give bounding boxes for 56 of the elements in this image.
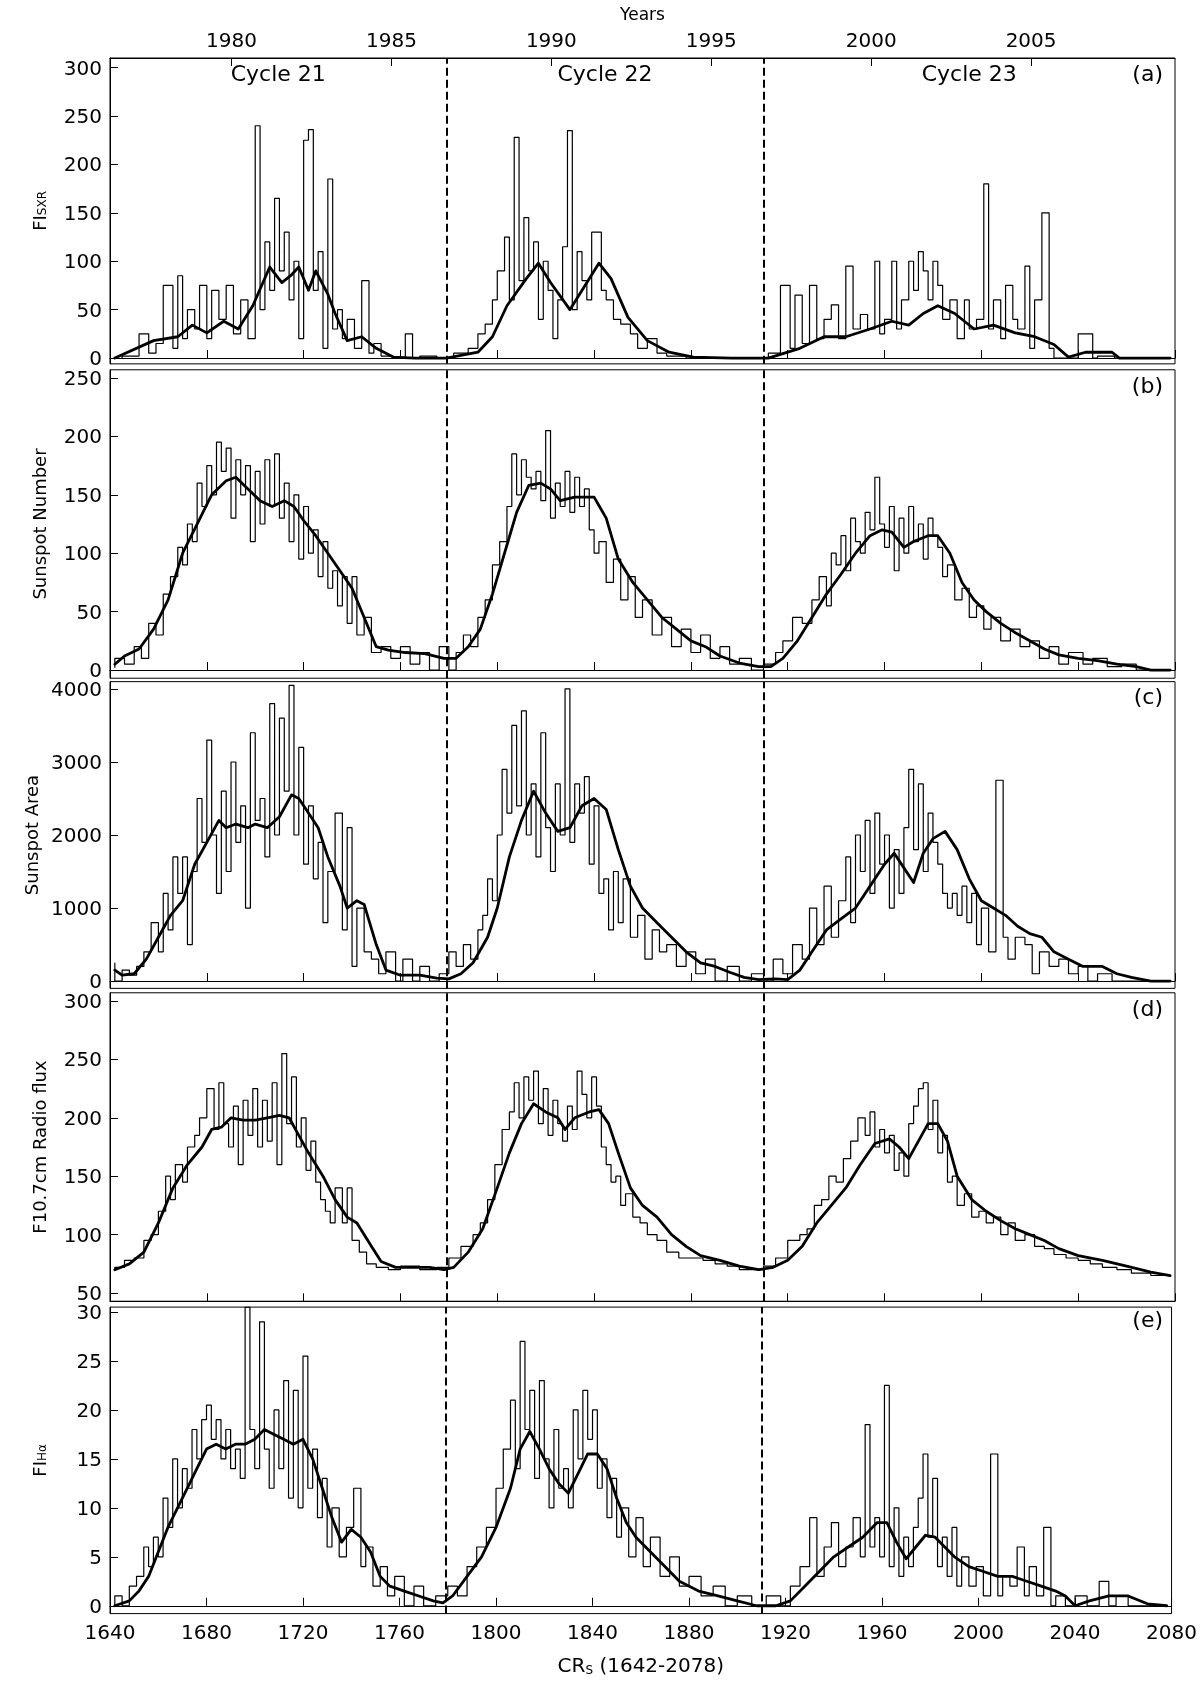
annotation: (a) <box>1132 60 1163 86</box>
annotation: Cycle 22 <box>557 60 653 86</box>
y-tick-label: 2000 <box>51 823 102 848</box>
y-tick-label: 300 <box>63 55 102 80</box>
annotation: (d) <box>1131 995 1163 1021</box>
x-tick-label: 2000 <box>953 1619 1004 1644</box>
y-tick-label: 100 <box>63 1222 102 1247</box>
x-tick-label: 1800 <box>470 1619 522 1644</box>
annotation: (e) <box>1132 1306 1163 1332</box>
y-tick-label: 10 <box>76 1496 102 1521</box>
y-tick-label: 50 <box>76 297 102 322</box>
y-axis-title: FISXR <box>28 191 50 231</box>
x-tick-label: 1960 <box>856 1619 908 1644</box>
y-tick-label: 150 <box>63 1164 102 1189</box>
y-tick-label: 3000 <box>51 750 102 775</box>
x2-tick-label: 1990 <box>525 28 577 52</box>
y-tick-label: 1000 <box>51 896 102 921</box>
y-tick-label: 250 <box>63 104 102 129</box>
x-tick-label: 2040 <box>1049 1619 1101 1644</box>
x2-tick-label: 1980 <box>206 28 257 52</box>
y-tick-label: 25 <box>76 1349 102 1374</box>
x-tick-label: 1840 <box>567 1619 618 1644</box>
y-tick-label: 150 <box>63 482 102 507</box>
y-tick-label: 15 <box>76 1447 102 1472</box>
x-tick-label: 1920 <box>760 1619 811 1644</box>
annotation: Cycle 21 <box>230 60 326 86</box>
y-tick-label: 50 <box>76 599 102 624</box>
x-axis-title: CRS (1642-2078) <box>557 1652 725 1677</box>
y-tick-label: 5 <box>89 1545 102 1570</box>
y-axis-title: FIHα <box>28 1444 50 1478</box>
y-axis-title: F10.7cm Radio flux <box>28 1059 50 1234</box>
x2-axis-title: Years <box>619 3 666 24</box>
y-axis-title: Sunspot Number <box>28 447 50 600</box>
x-tick-label: 1640 <box>84 1619 136 1644</box>
y-axis-title: Sunspot Area <box>20 775 42 896</box>
x2-tick-label: 2000 <box>845 28 897 52</box>
x-tick-label: 1720 <box>277 1619 329 1644</box>
y-tick-label: 200 <box>63 423 102 448</box>
x-tick-label: 1680 <box>181 1619 232 1644</box>
annotation: (c) <box>1133 683 1163 709</box>
x2-tick-label: 1995 <box>685 28 737 52</box>
x-tick-label: 1880 <box>663 1619 715 1644</box>
y-tick-label: 250 <box>63 1047 102 1072</box>
x-tick-label: 1760 <box>374 1619 425 1644</box>
y-tick-label: 200 <box>63 1105 102 1130</box>
y-tick-label: 150 <box>63 200 102 225</box>
y-tick-label: 0 <box>89 1594 102 1619</box>
y-tick-label: 20 <box>76 1398 102 1423</box>
x2-tick-label: 2005 <box>1005 28 1057 52</box>
annotation: (b) <box>1131 372 1163 398</box>
annotation: Cycle 23 <box>921 60 1017 86</box>
y-tick-label: 100 <box>63 249 102 274</box>
y-tick-label: 100 <box>63 540 102 565</box>
x-tick-label: 2080 <box>1146 1619 1197 1644</box>
x2-tick-label: 1985 <box>365 28 417 52</box>
y-tick-label: 200 <box>63 152 102 177</box>
